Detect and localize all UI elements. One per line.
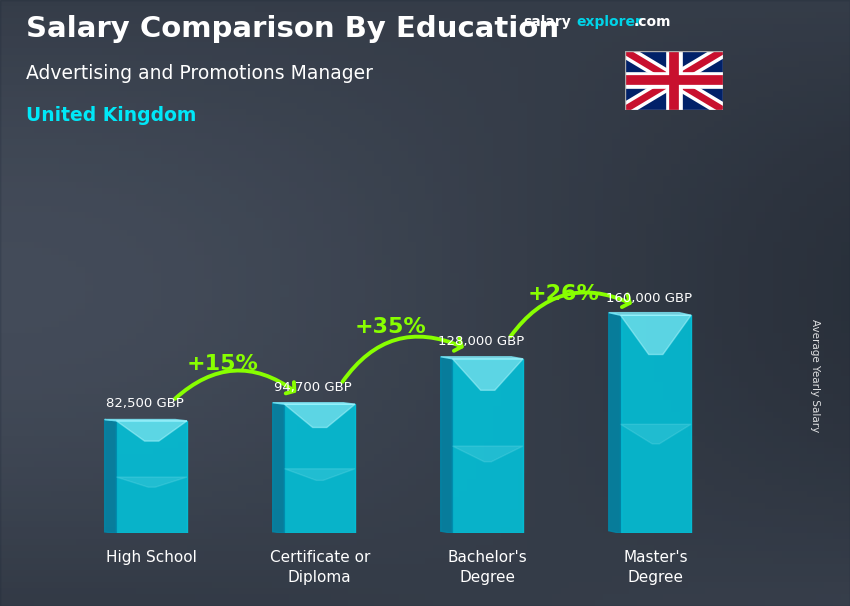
Text: 128,000 GBP: 128,000 GBP xyxy=(438,335,524,348)
Polygon shape xyxy=(609,313,691,315)
Polygon shape xyxy=(620,424,691,444)
Text: 160,000 GBP: 160,000 GBP xyxy=(606,291,692,305)
Polygon shape xyxy=(105,419,187,421)
Polygon shape xyxy=(440,357,523,359)
Text: United Kingdom: United Kingdom xyxy=(26,106,196,125)
Polygon shape xyxy=(105,419,116,533)
Polygon shape xyxy=(452,446,523,462)
Polygon shape xyxy=(452,359,523,390)
Text: +15%: +15% xyxy=(186,355,258,375)
Polygon shape xyxy=(452,359,523,533)
Text: salary: salary xyxy=(523,15,570,29)
Text: Average Yearly Salary: Average Yearly Salary xyxy=(810,319,820,432)
Text: Salary Comparison By Education: Salary Comparison By Education xyxy=(26,15,558,43)
Text: 82,500 GBP: 82,500 GBP xyxy=(105,398,184,410)
Polygon shape xyxy=(609,313,620,533)
Text: .com: .com xyxy=(634,15,672,29)
Text: +26%: +26% xyxy=(528,284,599,304)
Polygon shape xyxy=(620,315,691,533)
Text: Advertising and Promotions Manager: Advertising and Promotions Manager xyxy=(26,64,372,82)
Polygon shape xyxy=(285,404,355,427)
Polygon shape xyxy=(116,421,187,441)
Polygon shape xyxy=(273,402,285,533)
Text: 94,700 GBP: 94,700 GBP xyxy=(274,381,352,394)
Polygon shape xyxy=(285,469,355,481)
Polygon shape xyxy=(285,404,355,533)
Polygon shape xyxy=(625,51,722,110)
Text: +35%: +35% xyxy=(354,317,426,337)
Text: explorer: explorer xyxy=(576,15,642,29)
Polygon shape xyxy=(116,477,187,487)
Polygon shape xyxy=(116,421,187,533)
Polygon shape xyxy=(620,315,691,355)
Polygon shape xyxy=(273,402,355,404)
Polygon shape xyxy=(440,357,452,533)
